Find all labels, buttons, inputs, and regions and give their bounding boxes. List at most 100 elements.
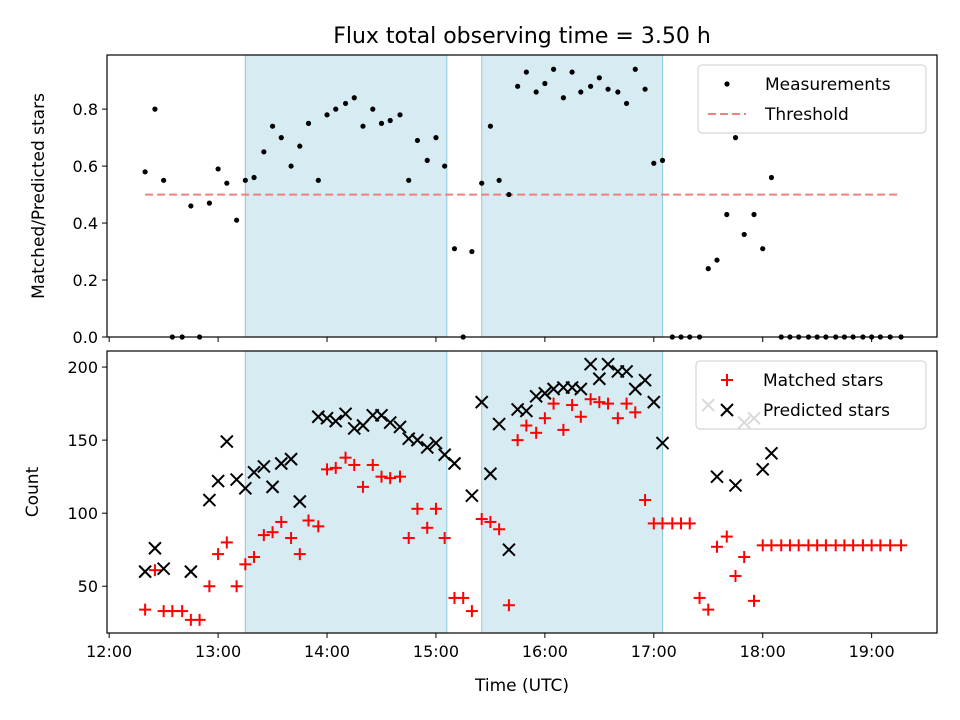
- measurement-point: [387, 117, 393, 124]
- measurement-point: [487, 123, 494, 129]
- top-y-tick-label: 0.2: [73, 271, 98, 290]
- top-legend-box: [697, 64, 927, 134]
- top-y-ticks: 0.0 0.2 0.4 0.6 0.8: [73, 100, 107, 347]
- predicted-star-point: [647, 395, 661, 409]
- predicted-star-point: [257, 459, 271, 474]
- measurement-point: [406, 177, 412, 183]
- measurement-point: [297, 143, 303, 149]
- predicted-star-point: [247, 465, 261, 479]
- top-y-tick-label: 0.0: [73, 328, 98, 347]
- x-tick-label: 13:00: [195, 642, 241, 661]
- x-tick-label: 16:00: [522, 642, 568, 661]
- measurement-point: [161, 177, 167, 183]
- x-tick-label: 14:00: [304, 642, 350, 661]
- measurement-point: [479, 180, 485, 186]
- predicted-star-point: [619, 364, 634, 379]
- measurement-point: [714, 257, 720, 263]
- measurement-point: [397, 112, 403, 118]
- bot-y-tick-label: 150: [67, 431, 98, 450]
- measurement-point: [288, 163, 294, 169]
- matched-star-point: [230, 580, 243, 593]
- measurement-point: [741, 231, 747, 238]
- matched-star-point: [212, 548, 225, 561]
- matched-star-point: [148, 564, 161, 577]
- x-tick-label: 19:00: [849, 642, 895, 661]
- measurement-point: [424, 157, 430, 163]
- measurement-point: [751, 211, 757, 218]
- predicted-star-point: [393, 420, 407, 434]
- matched-star-point: [176, 605, 189, 618]
- matched-star-point: [602, 397, 615, 410]
- matched-star-point: [693, 591, 706, 604]
- matched-star-point: [366, 458, 379, 471]
- matched-star-point: [484, 515, 497, 528]
- matched-star-point: [493, 523, 506, 536]
- top-y-tick-label: 0.4: [73, 214, 98, 233]
- legend-marker-predicted: [720, 403, 734, 417]
- predicted-star-point: [429, 436, 443, 450]
- measurement-point: [596, 75, 602, 81]
- measurement-point: [324, 112, 330, 118]
- matched-star-point: [710, 540, 723, 553]
- measurement-point: [451, 246, 458, 252]
- bottom-y-axis-label: Count: [23, 466, 43, 517]
- predicted-star-point: [220, 434, 234, 449]
- ratio-panel: Matched/Predicted stars 0.00.20.40.60.8 …: [29, 54, 938, 347]
- matched-star-point: [547, 397, 560, 410]
- matched-star-point: [302, 514, 315, 527]
- matched-star-point: [511, 434, 524, 447]
- measurement-point: [588, 83, 594, 89]
- predicted-star-point: [265, 480, 280, 494]
- top-y-axis: Matched/Predicted stars: [29, 93, 49, 299]
- predicted-star-point: [601, 357, 615, 371]
- measurement-point: [515, 83, 521, 89]
- top-shaded-periods: [244, 54, 664, 338]
- measurement-point: [442, 163, 448, 169]
- predicted-star-point: [156, 562, 171, 576]
- predicted-star-point: [383, 415, 397, 430]
- measurement-point: [142, 169, 148, 175]
- measurement-point: [333, 106, 339, 112]
- matched-star-point: [438, 532, 451, 545]
- matched-star-point: [257, 529, 270, 542]
- matched-star-point: [220, 536, 233, 549]
- measurement-point: [632, 66, 638, 72]
- predicted-star-point: [202, 493, 217, 507]
- measurement-point: [269, 123, 276, 129]
- matched-star-point: [520, 419, 533, 432]
- measurement-point: [768, 174, 775, 181]
- matched-star-point: [465, 605, 478, 618]
- predicted-star-point: [574, 382, 588, 396]
- predicted-star-point: [410, 433, 425, 447]
- predicted-star-point: [338, 407, 353, 421]
- bot-shaded-period-0: [244, 350, 448, 634]
- matched-star-point: [239, 558, 252, 571]
- measurement-point: [550, 66, 557, 72]
- bottom-x-ticks: 12:00 13:00 14:00 15:00 16:00 17:00 18:00 19:00: [86, 633, 895, 661]
- measurement-point: [605, 86, 611, 92]
- measurement-point: [578, 89, 584, 95]
- measurement-point: [542, 80, 548, 87]
- matched-star-point: [375, 470, 388, 483]
- x-tick-label: 18:00: [740, 642, 786, 661]
- matched-star-point: [702, 603, 715, 616]
- bottom-shaded-periods: [244, 350, 664, 634]
- matched-star-point: [502, 599, 515, 612]
- bottom-axes-frame: [106, 350, 938, 634]
- predicted-star-point: [638, 373, 652, 387]
- matched-star-point: [639, 494, 652, 507]
- measurement-point: [188, 203, 194, 209]
- measurement-point: [642, 86, 648, 92]
- matched-star-point: [584, 393, 597, 406]
- measurement-point: [261, 149, 267, 155]
- matched-star-point: [738, 551, 751, 564]
- matched-star-point: [620, 397, 633, 410]
- top-x-ticks: [108, 337, 873, 342]
- matched-star-point: [203, 580, 216, 593]
- matched-star-point: [729, 570, 742, 583]
- measurement-point: [615, 89, 621, 95]
- predicted-star-point: [474, 395, 489, 409]
- predicted-star-point: [447, 456, 462, 471]
- measurement-point: [305, 120, 312, 126]
